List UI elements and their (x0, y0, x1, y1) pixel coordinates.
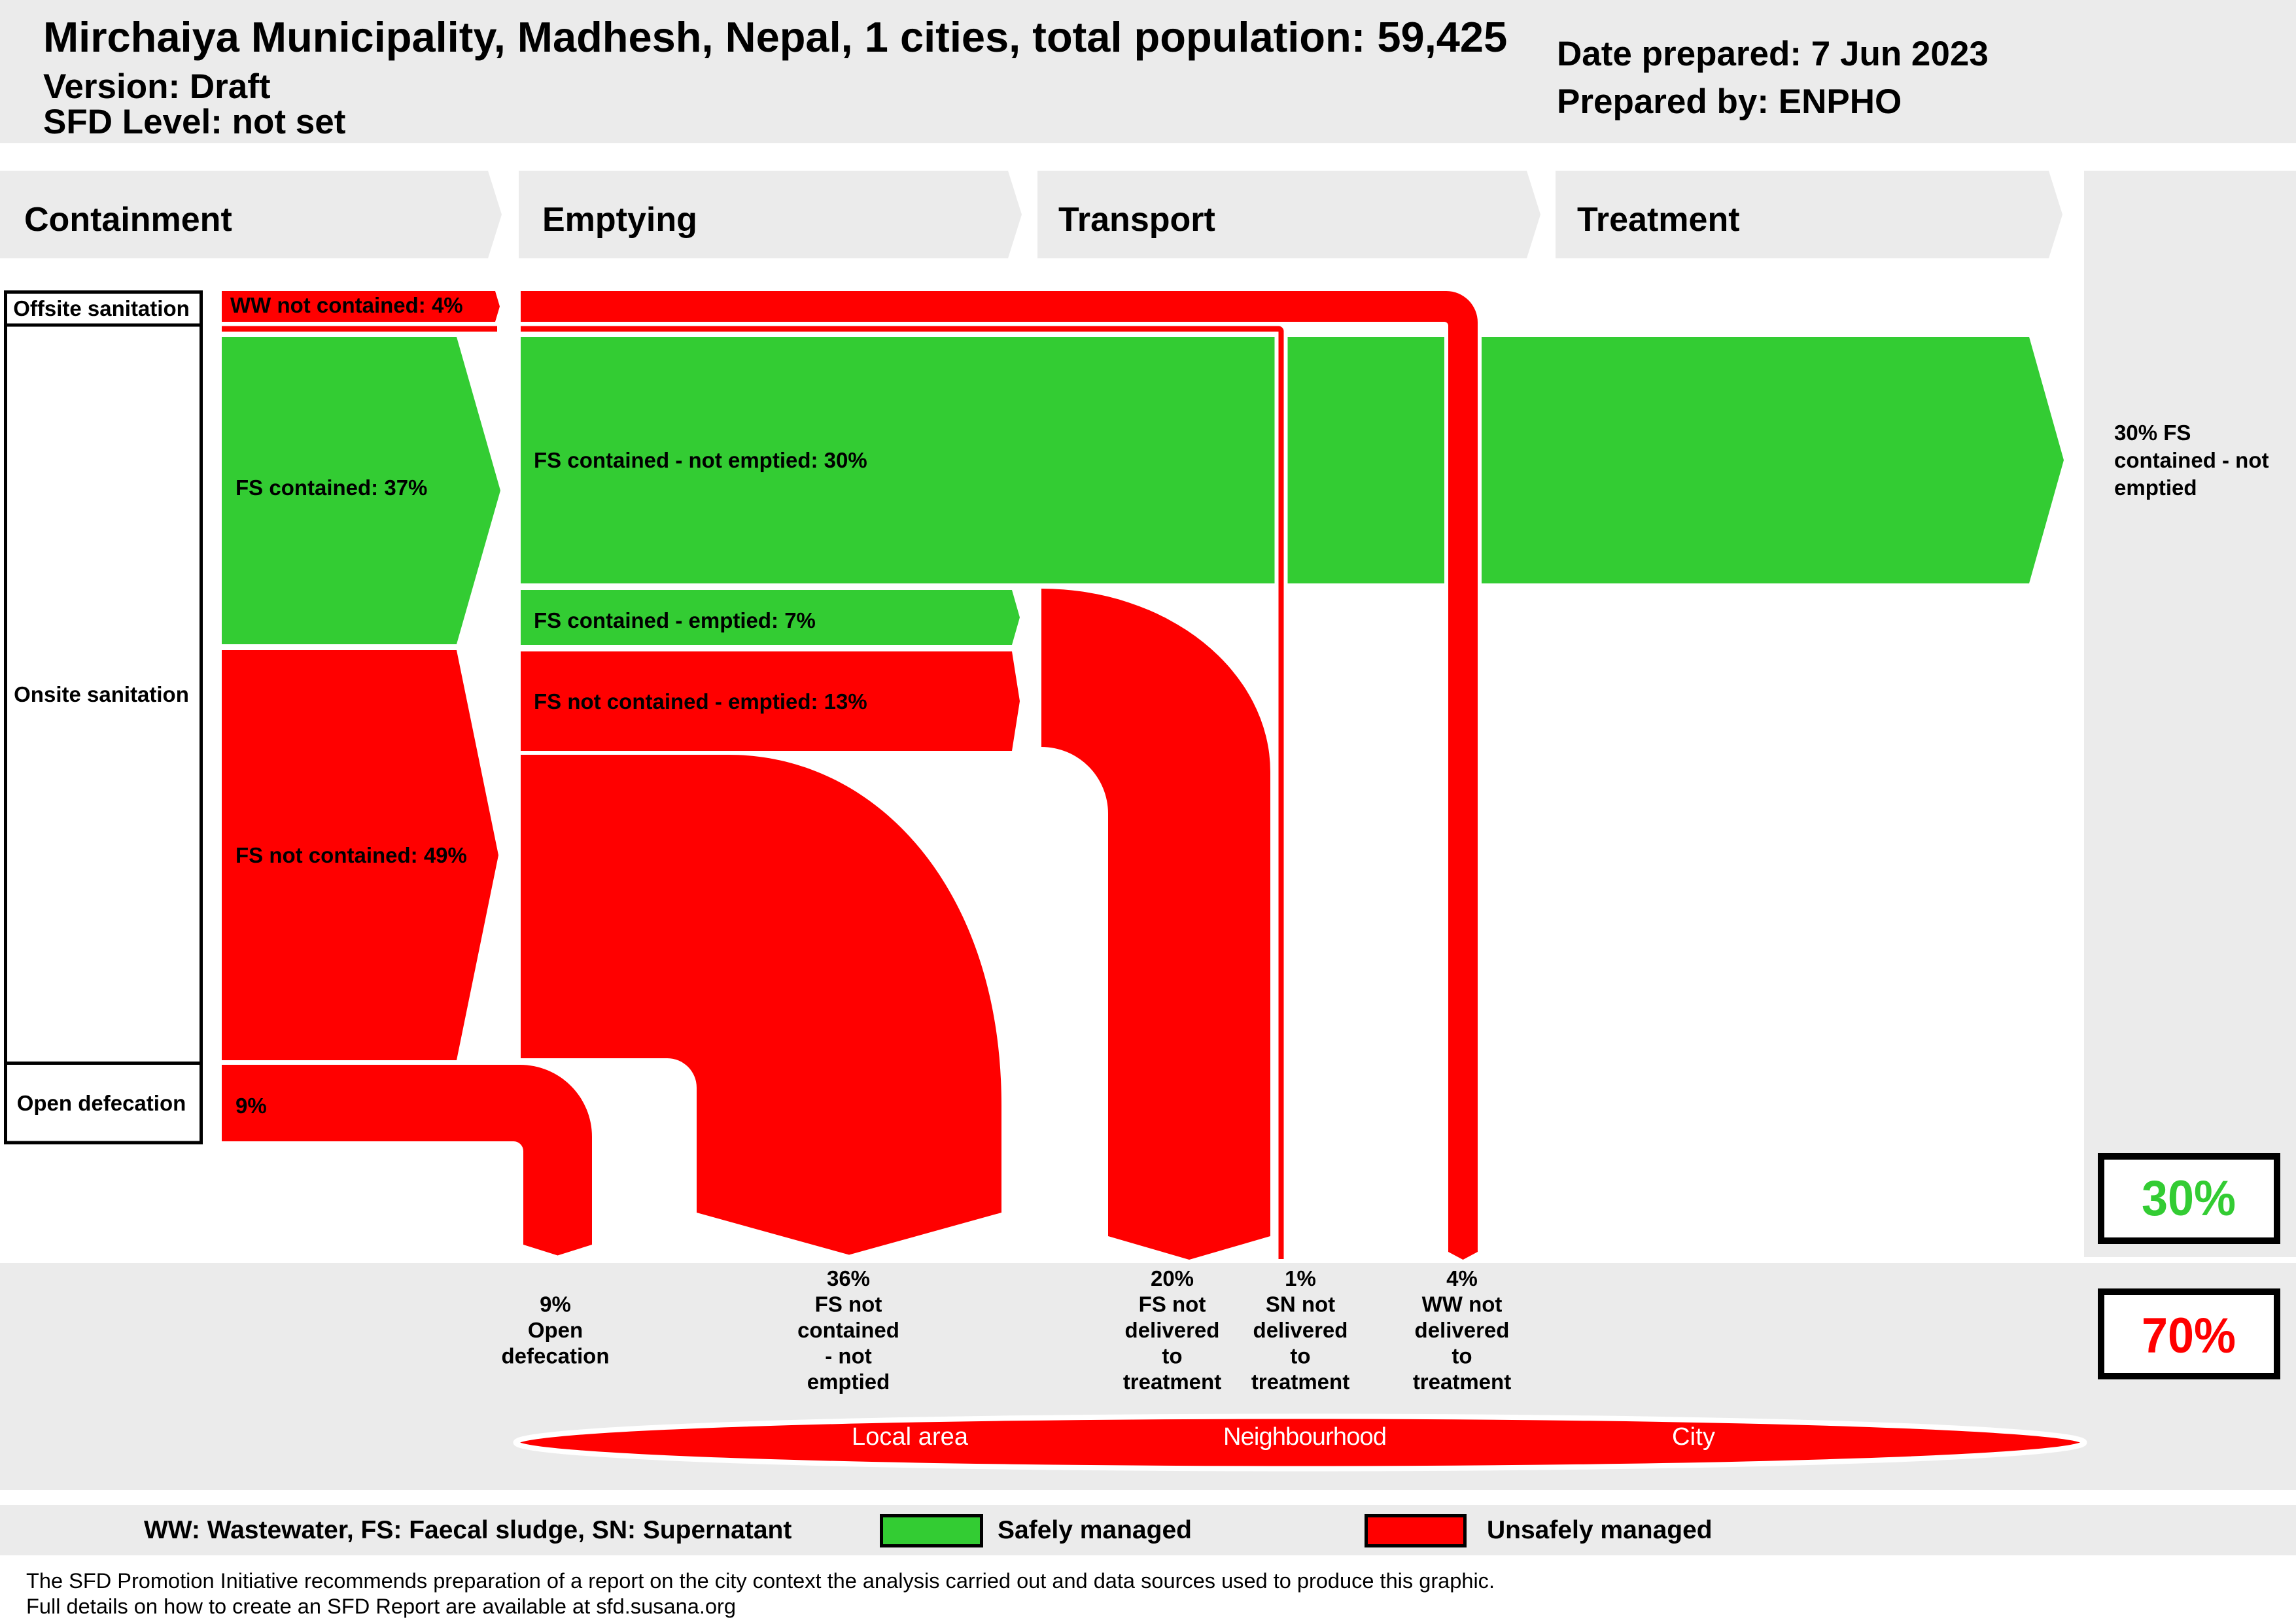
svg-text:Version: Draft: Version: Draft (43, 67, 271, 106)
svg-text:30%: 30% (2142, 1171, 2236, 1226)
svg-text:Onsite sanitation: Onsite sanitation (14, 682, 189, 706)
svg-text:SFD Level: not set: SFD Level: not set (43, 103, 345, 141)
svg-text:delivered: delivered (1125, 1318, 1220, 1342)
svg-text:FS contained - emptied: 7%: FS contained - emptied: 7% (534, 608, 816, 632)
svg-text:defecation: defecation (501, 1344, 609, 1368)
svg-text:Neighbourhood: Neighbourhood (1223, 1423, 1387, 1451)
svg-text:9%: 9% (540, 1292, 571, 1317)
svg-text:Full details on how to create: Full details on how to create an SFD Rep… (26, 1595, 736, 1618)
svg-text:FS not: FS not (1139, 1292, 1206, 1317)
svg-text:9%: 9% (235, 1094, 267, 1118)
svg-text:20%: 20% (1151, 1266, 1194, 1290)
svg-text:emptied: emptied (807, 1370, 890, 1394)
svg-text:30% FS: 30% FS (2114, 421, 2191, 445)
svg-text:Prepared by: ENPHO: Prepared by: ENPHO (1557, 82, 1902, 121)
svg-text:City: City (1672, 1423, 1715, 1451)
svg-text:FS not: FS not (815, 1292, 882, 1317)
svg-text:4%: 4% (1446, 1266, 1478, 1290)
svg-text:FS not contained - emptied: 13: FS not contained - emptied: 13% (534, 689, 867, 714)
svg-text:contained - not: contained - not (2114, 448, 2269, 472)
svg-text:Safely managed: Safely managed (998, 1516, 1192, 1544)
svg-text:70%: 70% (2142, 1308, 2236, 1364)
svg-text:The SFD Promotion Initiative r: The SFD Promotion Initiative recommends … (26, 1569, 1495, 1593)
svg-text:FS contained: 37%: FS contained: 37% (235, 475, 427, 500)
svg-text:Transport: Transport (1058, 201, 1215, 239)
svg-text:Open: Open (528, 1318, 583, 1342)
svg-text:SN not: SN not (1266, 1292, 1335, 1317)
svg-text:treatment: treatment (1251, 1370, 1349, 1394)
svg-text:- not: - not (825, 1344, 871, 1368)
svg-text:FS contained - not emptied: 30: FS contained - not emptied: 30% (534, 448, 867, 472)
svg-text:36%: 36% (827, 1266, 870, 1290)
svg-text:delivered: delivered (1415, 1318, 1510, 1342)
svg-text:Emptying: Emptying (542, 201, 697, 239)
svg-text:treatment: treatment (1413, 1370, 1511, 1394)
svg-text:1%: 1% (1285, 1266, 1316, 1290)
svg-text:Open defecation: Open defecation (17, 1091, 186, 1115)
svg-text:WW not: WW not (1422, 1292, 1503, 1317)
svg-text:WW not contained: 4%: WW not contained: 4% (230, 293, 463, 317)
svg-text:WW: Wastewater, FS: Faecal slu: WW: Wastewater, FS: Faecal sludge, SN: S… (144, 1516, 791, 1544)
svg-text:Local area: Local area (852, 1423, 969, 1451)
svg-text:Treatment: Treatment (1577, 201, 1740, 239)
svg-text:Offsite sanitation: Offsite sanitation (13, 296, 190, 320)
svg-text:Date prepared: 7 Jun 2023: Date prepared: 7 Jun 2023 (1557, 35, 1989, 73)
svg-text:treatment: treatment (1123, 1370, 1221, 1394)
svg-text:to: to (1452, 1344, 1472, 1368)
svg-text:Unsafely managed: Unsafely managed (1487, 1516, 1713, 1544)
svg-text:emptied: emptied (2114, 475, 2197, 500)
svg-text:Mirchaiya Municipality, Madhes: Mirchaiya Municipality, Madhesh, Nepal, … (43, 13, 1507, 61)
svg-text:delivered: delivered (1253, 1318, 1348, 1342)
svg-text:to: to (1162, 1344, 1182, 1368)
svg-text:contained: contained (797, 1318, 899, 1342)
svg-text:to: to (1290, 1344, 1310, 1368)
svg-text:Containment: Containment (24, 201, 232, 239)
svg-text:FS not contained: 49%: FS not contained: 49% (235, 843, 467, 867)
